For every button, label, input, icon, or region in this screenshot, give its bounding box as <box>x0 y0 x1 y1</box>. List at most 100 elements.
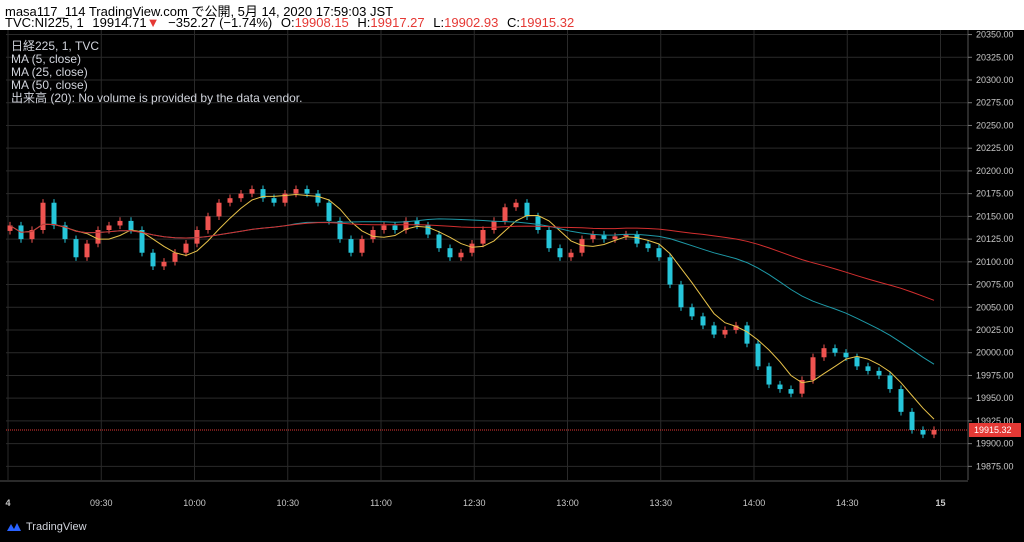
candle-body <box>821 348 827 358</box>
candle-body <box>810 357 816 380</box>
price-tick-label: 20000.00 <box>976 348 1014 358</box>
open-value: 19908.15 <box>294 15 349 30</box>
ma5-line <box>9 193 935 420</box>
down-arrow-icon: ▼ <box>146 15 160 30</box>
candle-body <box>524 202 530 217</box>
candle-body <box>711 325 717 335</box>
candle-body <box>876 370 882 376</box>
candle-body <box>381 225 387 230</box>
legend-volume: 出来高 (20): No volume is provided by the d… <box>11 90 302 105</box>
change-value: −352.27 (−1.74%) <box>168 15 273 30</box>
tradingview-logo-icon <box>7 523 21 531</box>
candle-body <box>359 239 365 253</box>
price-axis: 19875.00 19900.00 19925.00 19950.00 19975.00… <box>967 30 1024 516</box>
candle-body <box>601 234 607 240</box>
candle-body <box>909 411 915 430</box>
time-tick-label: 10:00 <box>183 498 206 508</box>
candle-body <box>678 284 684 308</box>
candle-body <box>216 202 222 217</box>
candle-body <box>172 252 178 262</box>
candle-body <box>700 316 706 326</box>
footer: TradingView <box>0 516 1024 542</box>
candle-body <box>865 366 871 371</box>
legend-ma25: MA (25, close) <box>11 65 88 79</box>
candles <box>7 185 937 439</box>
ma50-line <box>9 222 935 301</box>
candle-body <box>337 220 343 240</box>
candle-body <box>414 220 420 226</box>
candle-body <box>62 225 68 240</box>
candle-body <box>7 225 13 231</box>
candle-body <box>304 189 310 194</box>
symbol-label: TVC:NI225, 1 <box>5 15 84 30</box>
candle-body <box>898 389 904 412</box>
candle-body <box>656 248 662 258</box>
candle-body <box>766 366 772 385</box>
moving-averages <box>9 193 935 420</box>
candle-body <box>733 325 739 330</box>
last-price-label: 19915.32 <box>969 423 1021 437</box>
candle-body <box>447 248 453 258</box>
price-tick-label: 19975.00 <box>976 370 1014 380</box>
price-tick-label: 20100.00 <box>976 257 1014 267</box>
price-tick-label: 19900.00 <box>976 439 1014 449</box>
time-tick-label: 10:30 <box>276 498 299 508</box>
candle-body <box>117 220 123 226</box>
price-tick-label: 19875.00 <box>976 461 1014 471</box>
time-tick-label: 13:30 <box>649 498 672 508</box>
candle-body <box>623 234 629 237</box>
price-tick-label: 20200.00 <box>976 166 1014 176</box>
candle-body <box>645 243 651 249</box>
legend-symbol: 日経225, 1, TVC <box>11 39 99 53</box>
candle-body <box>854 357 860 367</box>
candle-body <box>370 230 376 240</box>
time-tick-label: 11:00 <box>370 498 392 508</box>
price-tick-label: 20075.00 <box>976 280 1014 290</box>
publish-title: masa117_114 TradingView.com で公開, 5月 14, … <box>5 4 394 19</box>
chart-grid <box>6 30 968 480</box>
candle-body <box>73 239 79 258</box>
candle-body <box>777 384 783 390</box>
candle-body <box>480 230 486 244</box>
candle-body <box>194 230 200 244</box>
candle-body <box>40 202 46 230</box>
time-tick-label: 09:30 <box>90 498 113 508</box>
price-chart[interactable]: 19875.00 19900.00 19925.00 19950.00 19975.00… <box>0 30 1024 516</box>
candle-body <box>183 243 189 253</box>
candle-body <box>315 193 321 203</box>
price-tick-label: 20350.00 <box>976 30 1014 40</box>
price-tick-label: 20250.00 <box>976 120 1014 130</box>
price-tick-label: 20225.00 <box>976 143 1014 153</box>
candle-body <box>667 257 673 285</box>
candle-body <box>744 325 750 344</box>
candle-body <box>238 193 244 199</box>
price-tick-label: 20325.00 <box>976 52 1014 62</box>
candle-body <box>458 252 464 258</box>
price-tick-label: 20175.00 <box>976 189 1014 199</box>
candle-body <box>612 236 618 240</box>
price-tick-label: 19925.00 <box>976 416 1014 426</box>
last-price-text: 19915.32 <box>974 425 1012 435</box>
candle-body <box>139 230 145 253</box>
chart-header: masa117_114 TradingView.com で公開, 5月 14, … <box>0 0 1024 30</box>
candle-body <box>887 375 893 390</box>
candle-body <box>689 307 695 317</box>
legend-ma50: MA (50, close) <box>11 78 88 92</box>
ohlc-line: TVC:NI225, 1 19914.71▼ −352.27 (−1.74%) … <box>5 15 574 30</box>
time-axis: 4 09:30 10:00 10:30 11:00 12:30 13:00 13:30 14:0… <box>0 480 968 508</box>
candle-body <box>128 220 134 230</box>
candle-body <box>161 261 167 267</box>
time-tick-label: 13:00 <box>556 498 579 508</box>
time-tick-label: 14:30 <box>836 498 859 508</box>
candle-body <box>799 380 805 394</box>
candle-body <box>51 202 57 226</box>
close-label: C: <box>506 15 520 30</box>
tradingview-logo[interactable]: TradingView <box>6 521 87 533</box>
time-tick-label: 4 <box>5 498 10 508</box>
candle-body <box>590 234 596 240</box>
candle-body <box>425 225 431 235</box>
candle-body <box>920 430 926 435</box>
price-tick-label: 20025.00 <box>976 325 1014 335</box>
candle-body <box>150 252 156 267</box>
price-tick-label: 20275.00 <box>976 98 1014 108</box>
